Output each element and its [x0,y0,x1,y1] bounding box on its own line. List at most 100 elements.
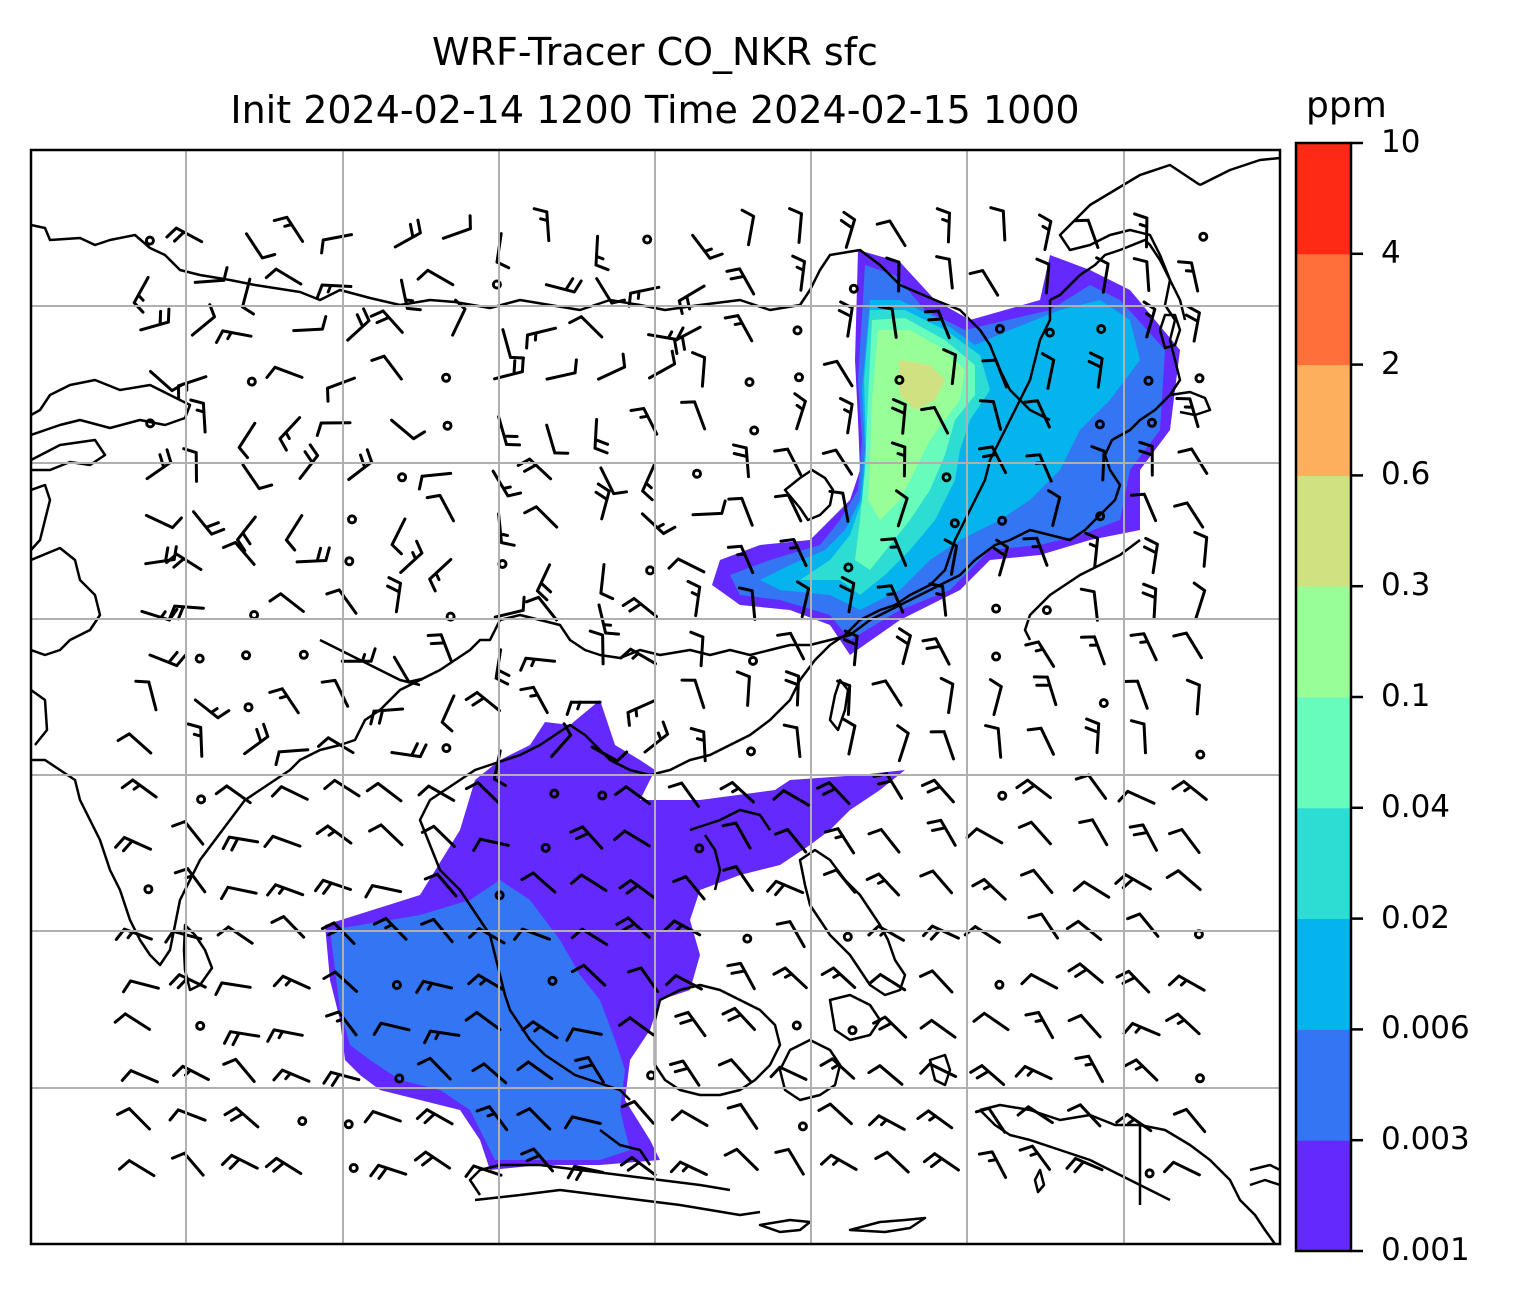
wind-barb [1115,1112,1153,1133]
wind-barb [837,300,854,338]
wind-barb [1132,257,1151,292]
wind-calm-marker [246,376,257,387]
wind-calm-marker [397,472,408,483]
wind-barb [732,443,750,479]
wind-calm-marker [1096,324,1107,334]
wind-barb [369,707,405,726]
wind-barb [895,627,912,666]
wind-barb [392,655,424,684]
wind-barb [871,679,903,707]
wind-barb [1074,1054,1104,1083]
wind-barb [935,207,951,244]
wind-calm-marker [1044,327,1055,338]
wind-barb [177,375,208,401]
wind-barb [618,1016,655,1037]
wind-barb [215,329,253,344]
wind-barb [417,784,456,802]
wind-calm-marker [344,556,355,567]
wind-barb [399,539,424,574]
wind-barb [1024,1011,1055,1040]
wind-barb [1167,974,1206,992]
wind-barb [120,1069,159,1084]
colorbar-unit-label: ppm [1306,85,1387,126]
wind-barb [1035,257,1051,295]
wind-barb [564,1115,602,1130]
wind-barbs [113,206,1209,1181]
wind-barb [819,1057,856,1080]
wind-calm-marker [442,420,453,431]
map-frame [29,148,1282,1246]
wind-barb [145,448,173,481]
wind-calm-marker [1144,1168,1155,1179]
wind-barb [139,307,171,332]
colorbar-tick-label: 0.6 [1381,456,1431,493]
wind-barb [820,1153,858,1171]
wind-barb [641,463,656,502]
wind-barb [939,676,955,715]
colorbar-tick-label: 0.3 [1381,567,1431,604]
wind-barb [1114,873,1152,891]
wind-barb [968,269,1000,297]
wind-barb [243,722,270,756]
wind-barb [268,687,300,715]
wind-barb [237,421,257,460]
wind-barb [464,1164,503,1178]
wind-barb [284,514,304,552]
wind-barb [1080,635,1106,666]
wind-barb [464,691,501,713]
wind-barb [566,1164,605,1181]
wind-barb [323,778,361,798]
wind-calm-marker [491,279,502,290]
wind-barb [890,441,907,478]
colorbar [1296,141,1363,1253]
wind-barb [1141,582,1158,620]
wind-barb [1128,823,1158,852]
wind-barb [865,872,901,897]
wind-calm-marker [645,565,656,576]
wind-barb [365,781,403,803]
wind-barb [171,820,205,846]
wind-barb [1165,1012,1201,1036]
wind-barb [726,544,755,575]
wind-barb [775,920,806,949]
wind-barb [516,1107,552,1131]
wind-barb [722,865,754,892]
wind-barb [471,1062,508,1085]
wind-calm-marker [441,743,452,754]
wind-barb [525,326,557,350]
wind-calm-marker [792,325,803,336]
wind-barb [839,575,856,614]
wind-calm-marker [797,1121,808,1132]
wind-calm-marker [744,377,755,388]
wind-barb [1038,213,1053,252]
wind-barb [1023,399,1051,429]
wind-calm-marker [145,418,156,429]
wind-barb [1024,640,1056,668]
wind-barb [569,825,604,850]
wind-barb [264,267,303,286]
wind-barb [823,827,856,855]
wind-barb [727,496,754,527]
wind-barb [594,482,611,521]
wind-barb [266,1028,304,1043]
wind-calm-marker [748,655,758,666]
wind-barb [1084,717,1101,754]
wind-barb [674,1010,707,1038]
wind-barb [1184,305,1201,343]
wind-barb [221,835,260,852]
wind-calm-marker [297,1116,308,1127]
wind-barb [263,834,302,848]
wind-barb [776,631,806,661]
wind-calm-marker [196,794,207,805]
wind-barb [369,1163,408,1180]
wind-barb [1177,260,1200,293]
wind-barb [597,352,627,381]
map-title-line2: Init 2024-02-14 1200 Time 2024-02-15 100… [230,88,1080,132]
wind-barb [1014,1065,1053,1081]
wind-barb [245,232,277,260]
wind-calm-marker [894,375,905,385]
wind-barb [992,538,1009,577]
wind-barb [165,552,203,571]
wind-barb [593,418,610,455]
